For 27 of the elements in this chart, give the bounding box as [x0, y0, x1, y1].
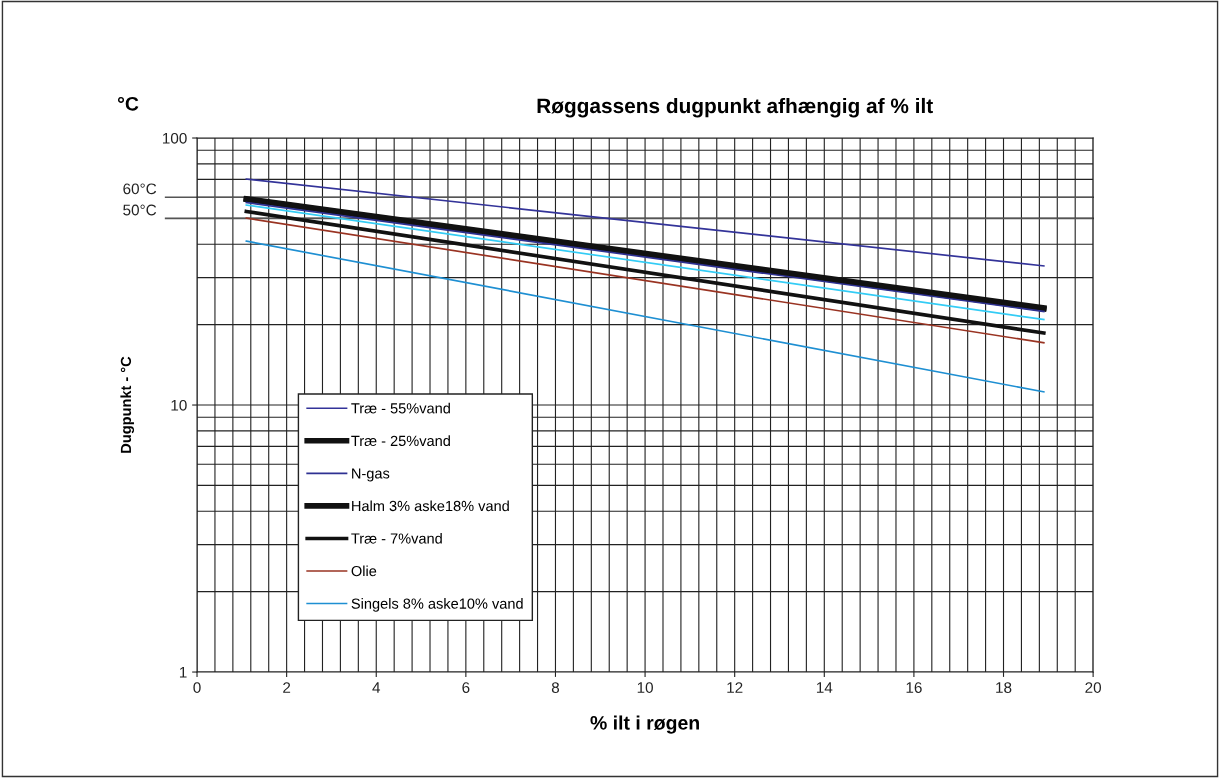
x-tick-label: 8	[551, 682, 560, 693]
x-tick-label: 0	[193, 682, 201, 693]
x-tick-label: 2	[283, 682, 291, 693]
y-axis-title: Dugpunkt - °C	[120, 356, 135, 453]
legend-label: N-gas	[352, 468, 390, 482]
x-tick-label: 12	[727, 682, 743, 693]
x-tick-label: 4	[372, 682, 381, 693]
x-axis-title: % ilt i røgen	[590, 715, 699, 734]
ref-line-label: 60°C	[123, 183, 157, 195]
x-tick-label: 6	[462, 682, 470, 693]
chart-title: Røggassens dugpunkt afhængig af % ilt	[537, 97, 933, 118]
x-tick-label: 18	[996, 682, 1012, 693]
legend-label: Halm 3% aske18% vand	[352, 500, 509, 512]
y-tick-label: 10	[171, 399, 187, 411]
text: °C	[117, 96, 139, 111]
y-tick-label: 1	[179, 667, 187, 678]
x-tick-label: 14	[816, 682, 833, 693]
x-tick-label: 10	[637, 682, 653, 693]
legend-label: Olie	[351, 565, 377, 577]
ref-line-label: 50°C	[123, 204, 157, 216]
legend-label: Træ - 25%vand	[351, 435, 450, 447]
legend-label: Træ - 55%vand	[351, 402, 450, 414]
x-tick-label: 16	[906, 682, 922, 693]
x-tick-label: 20	[1085, 682, 1102, 693]
y-tick-label: 100	[162, 132, 187, 144]
legend-label: Træ - 7%vand	[351, 532, 442, 544]
legend-label: Singels 8% aske10% vand	[351, 598, 523, 612]
